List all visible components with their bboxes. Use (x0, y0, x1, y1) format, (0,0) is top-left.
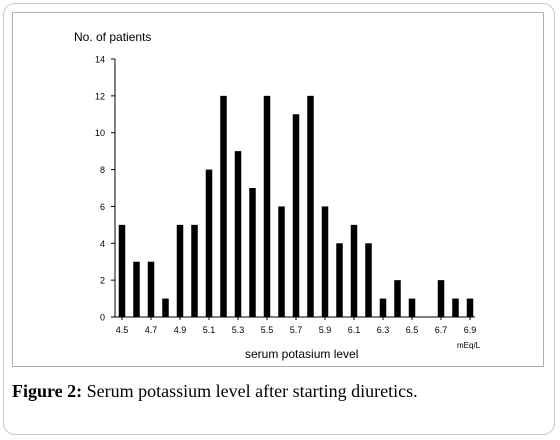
x-tick-label: 5.1 (203, 325, 216, 335)
x-axis-unit: mEq/L (457, 341, 481, 350)
bar (336, 243, 343, 317)
bar (408, 298, 416, 317)
caption-text: Serum potassium level after starting diu… (82, 381, 418, 401)
bar (437, 280, 445, 317)
y-tick-label: 0 (100, 313, 105, 323)
x-tick-label: 6.1 (348, 325, 361, 335)
bar (176, 224, 184, 317)
bar (249, 188, 256, 317)
x-tick-label: 4.5 (116, 325, 129, 335)
bar (394, 280, 401, 317)
bar (350, 224, 358, 317)
x-tick-label: 5.7 (290, 325, 303, 335)
bar (118, 224, 126, 317)
x-tick-label: 6.9 (464, 325, 477, 335)
x-tick-label: 4.7 (145, 325, 158, 335)
x-tick-label: 6.3 (377, 325, 390, 335)
bar (466, 298, 474, 317)
bar (234, 151, 242, 317)
bar (379, 298, 387, 317)
bar (147, 261, 155, 317)
y-tick-label: 14 (95, 55, 105, 65)
y-tick-label: 12 (95, 91, 105, 101)
bar (263, 95, 271, 317)
bar (220, 95, 227, 317)
bar (162, 298, 169, 317)
x-tick-label: 6.5 (406, 325, 419, 335)
bar (452, 298, 459, 317)
y-tick-label: 6 (100, 202, 105, 212)
x-tick-label: 5.5 (261, 325, 274, 335)
bar (205, 169, 213, 317)
bar (292, 114, 300, 318)
x-tick-label: 5.9 (319, 325, 332, 335)
x-tick-label: 5.3 (232, 325, 245, 335)
figure-caption: Figure 2: Serum potassium level after st… (12, 381, 418, 402)
y-tick-label: 4 (100, 239, 105, 249)
y-tick-label: 8 (100, 165, 105, 175)
y-axis-title: No. of patients (74, 30, 152, 44)
caption-label: Figure 2: (12, 381, 83, 401)
bar (321, 206, 329, 317)
bar (278, 206, 285, 317)
x-tick-label: 4.9 (174, 325, 187, 335)
bar (191, 224, 198, 317)
x-axis-title: serum potasium level (245, 347, 359, 361)
x-tick-label: 6.7 (435, 325, 448, 335)
bar (365, 243, 372, 317)
bar (133, 261, 140, 317)
y-tick-label: 10 (95, 128, 105, 138)
bar (307, 95, 314, 317)
y-tick-label: 2 (100, 276, 105, 286)
